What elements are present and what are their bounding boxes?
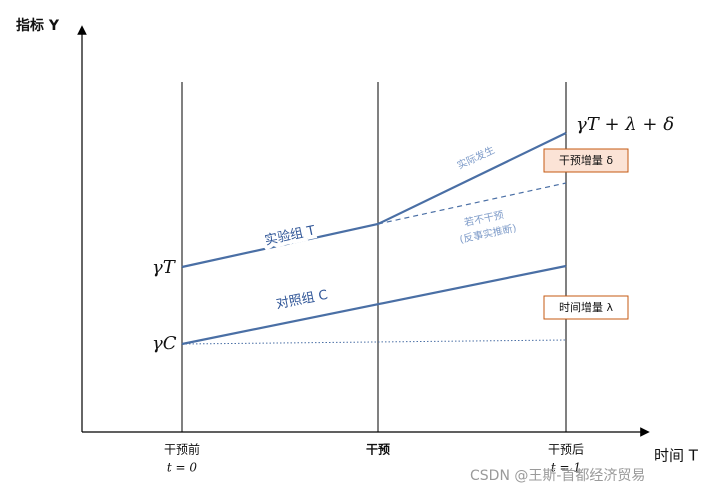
x-sublabel: t = 1 [551,461,581,475]
x-label: 干预前 [164,442,200,457]
x-axis-label: 时间 T [654,447,699,465]
x-sublabel: t = 0 [167,461,198,475]
baseline-line [181,339,567,345]
x-label: 干预后 [548,443,584,457]
end-label: γT + λ + δ [576,114,674,135]
treatment-line [181,132,567,269]
control-line [181,264,567,346]
group-label: 实验组 T [263,222,316,248]
start-label: γT [152,257,177,278]
effect-box [543,148,629,173]
start-label: γC [152,333,177,354]
watermark: CSDN @王斯-首都经济贸易 [470,468,645,484]
group-label: 对照组 C [275,288,329,313]
effect-box-label: 时间增量 λ [559,300,613,314]
effect-box [543,295,629,320]
y-axis-label: 指标 Y [16,17,60,34]
effect-box-label: 干预增量 δ [559,153,613,167]
x-label: 干预 [366,443,390,457]
note: 实际发生 [455,143,497,172]
